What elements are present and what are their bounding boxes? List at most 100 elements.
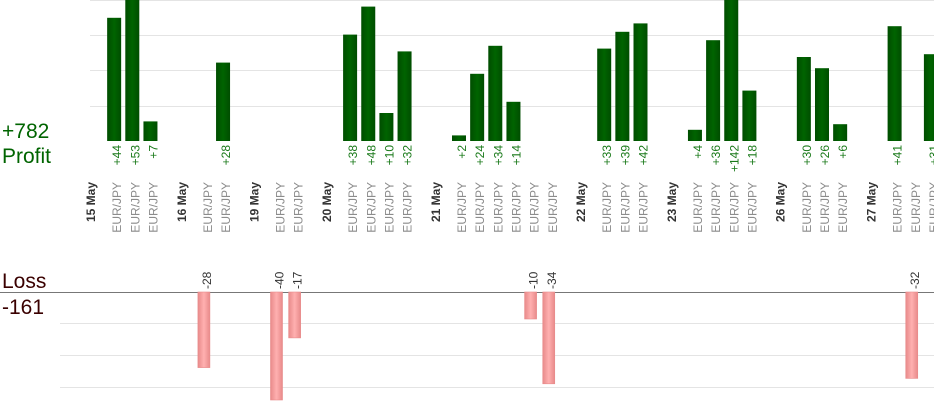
pair-label: EUR/JPY <box>637 182 651 233</box>
loss-bar <box>270 291 283 401</box>
pair-label: EUR/JPY <box>618 182 632 233</box>
pair-label: EUR/JPY <box>346 182 360 233</box>
profit-bar <box>143 121 158 141</box>
day-label: 21 May <box>429 182 443 222</box>
profit-label: Profit <box>2 145 52 168</box>
profit-bar <box>597 48 612 141</box>
pair-label: EUR/JPY <box>745 182 759 233</box>
profit-bar <box>815 68 829 141</box>
loss-value-label: -10 <box>527 271 541 289</box>
profit-value-label: +30 <box>800 145 814 166</box>
pair-label: EUR/JPY <box>401 182 415 233</box>
loss-value-label: -34 <box>545 271 559 289</box>
profit-value-label: +39 <box>618 145 632 166</box>
profit-value-label: +34 <box>491 145 505 166</box>
profit-total: +782 <box>2 120 50 143</box>
loss-value-label: -40 <box>273 271 287 289</box>
day-label: 16 May <box>175 182 189 222</box>
pair-label: EUR/JPY <box>455 182 469 233</box>
pair-label: EUR/JPY <box>201 182 215 233</box>
profit-bar <box>724 0 739 141</box>
pair-label: EUR/JPY <box>491 182 505 233</box>
profit-value-label: +24 <box>473 145 487 166</box>
pair-label: EUR/JPY <box>836 182 850 233</box>
day-label: 26 May <box>774 182 788 222</box>
profit-bar <box>379 113 394 141</box>
profit-value-label: +26 <box>818 145 832 166</box>
bars-layer <box>107 0 934 401</box>
profit-value-label: +4 <box>691 145 705 159</box>
pair-label: EUR/JPY <box>110 182 124 233</box>
labels-layer: 15 May EUR/JPY +44 EUR/JPY +53 EUR/JPY +7 16 Ma… <box>84 145 934 289</box>
profit-bar <box>452 135 466 141</box>
pair-label: EUR/JPY <box>818 182 832 233</box>
profit-value-label: +31 <box>927 145 934 166</box>
loss-bar <box>542 291 556 385</box>
day-label: 20 May <box>320 182 334 222</box>
profit-value-label: +48 <box>364 145 378 166</box>
profit-value-label: +36 <box>709 145 723 166</box>
profit-bar <box>216 62 231 141</box>
day-label: 19 May <box>247 182 261 222</box>
profit-bar <box>107 17 122 141</box>
pair-label: EUR/JPY <box>691 182 705 233</box>
profit-value-label: +53 <box>128 145 142 166</box>
profit-value-label: +14 <box>509 145 523 166</box>
loss-bar <box>905 291 919 379</box>
pair-label: EUR/JPY <box>727 182 741 233</box>
loss-bar <box>524 291 537 320</box>
profit-bar <box>887 26 902 142</box>
profit-bar <box>796 57 811 141</box>
profit-bar <box>361 6 376 141</box>
pair-label: EUR/JPY <box>473 182 487 233</box>
profit-bar <box>397 51 412 141</box>
loss-total: -161 <box>2 296 45 319</box>
day-label: 15 May <box>84 182 98 222</box>
profit-value-label: +28 <box>219 145 233 166</box>
pair-label: EUR/JPY <box>509 182 523 233</box>
pair-label: EUR/JPY <box>382 182 396 233</box>
pair-label: EUR/JPY <box>927 182 934 233</box>
pair-label: EUR/JPY <box>909 182 923 233</box>
profit-value-label: +44 <box>110 145 124 166</box>
profit-value-label: +2 <box>455 145 469 159</box>
profit-value-label: +142 <box>727 145 741 172</box>
profit-value-label: +7 <box>146 145 160 159</box>
profit-bar <box>633 23 648 141</box>
profit-bar <box>506 101 521 141</box>
profit-value-label: +33 <box>600 145 614 166</box>
day-label: 23 May <box>665 182 679 222</box>
profit-bar <box>470 73 485 141</box>
pair-label: EUR/JPY <box>146 182 160 233</box>
profit-bar <box>833 124 848 141</box>
day-label: 22 May <box>574 182 588 222</box>
pair-label: EUR/JPY <box>709 182 723 233</box>
loss-bar <box>197 291 211 368</box>
pair-label: EUR/JPY <box>600 182 614 233</box>
pair-label: EUR/JPY <box>274 182 288 233</box>
profit-bar <box>615 31 630 141</box>
profit-value-label: +38 <box>346 145 360 166</box>
pair-label: EUR/JPY <box>800 182 814 233</box>
pair-label: EUR/JPY <box>128 182 142 233</box>
profit-bar <box>706 40 721 142</box>
profit-bar <box>687 129 702 141</box>
profit-value-label: +10 <box>382 145 396 166</box>
day-label: 27 May <box>864 182 878 222</box>
profit-value-label: +41 <box>891 145 905 166</box>
profit-bar <box>742 90 757 141</box>
pair-label: EUR/JPY <box>891 182 905 233</box>
profit-value-label: +32 <box>401 145 415 166</box>
loss-bar <box>288 291 301 339</box>
pair-label: EUR/JPY <box>528 182 542 233</box>
pair-label: EUR/JPY <box>546 182 560 233</box>
profit-bar <box>488 45 503 141</box>
loss-value-label: -32 <box>908 271 922 289</box>
loss-value-label: -17 <box>291 271 305 289</box>
profit-bar <box>923 54 934 142</box>
loss-value-label: -28 <box>200 271 214 289</box>
profit-value-label: +18 <box>745 145 759 166</box>
profit-value-label: +6 <box>836 145 850 159</box>
loss-label: Loss <box>2 270 47 293</box>
